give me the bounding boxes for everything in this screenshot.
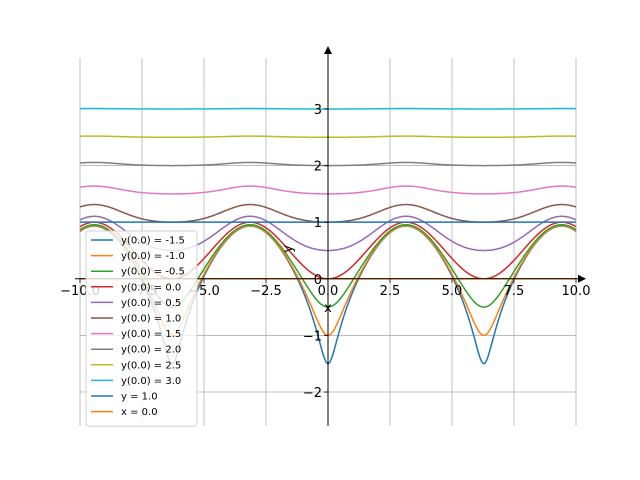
legend-entry-8: y(0.0) = 2.5: [121, 360, 181, 371]
legend-entry-10: y = 1.0: [121, 392, 158, 403]
legend: y(0.0) = -1.5 y(0.0) = -1.0 y(0.0) = -0.5 y…: [85, 230, 198, 427]
legend-entry-2: y(0.0) = -0.5: [121, 267, 185, 278]
legend-entry-3: y(0.0) = 0.0: [121, 282, 181, 293]
x-tick-label: 5.0: [442, 284, 463, 299]
legend-entry-11: x = 0.0: [121, 407, 158, 418]
x-tick-label: 0.0: [318, 284, 339, 299]
legend-entry-0: y(0.0) = -1.5: [121, 236, 185, 247]
y-tick-label: 3: [314, 103, 322, 118]
legend-entry-4: y(0.0) = 0.5: [121, 298, 181, 309]
y-tick-label: −2: [303, 386, 322, 401]
legend-entry-1: y(0.0) = -1.0: [121, 251, 185, 262]
y-tick-label: 0: [314, 273, 322, 288]
legend-entry-5: y(0.0) = 1.0: [121, 314, 181, 325]
x-tick-label: −2.5: [250, 284, 282, 299]
y-tick-label: 1: [314, 216, 322, 231]
y-axis-arrow: [324, 46, 332, 54]
legend-entry-9: y(0.0) = 3.0: [121, 376, 181, 387]
x-tick-label: 7.5: [504, 284, 525, 299]
x-tick-label: 2.5: [380, 284, 401, 299]
y-tick-label: −1: [303, 329, 322, 344]
x-axis-label: x: [324, 301, 332, 316]
legend-entry-6: y(0.0) = 1.5: [121, 329, 181, 340]
x-axis-arrow: [578, 274, 586, 283]
y-tick-label: 2: [314, 160, 322, 175]
legend-box: [85, 230, 198, 427]
x-tick-label: 10.0: [562, 284, 591, 299]
legend-entry-7: y(0.0) = 2.0: [121, 345, 181, 356]
y-axis-label: y: [281, 245, 296, 253]
